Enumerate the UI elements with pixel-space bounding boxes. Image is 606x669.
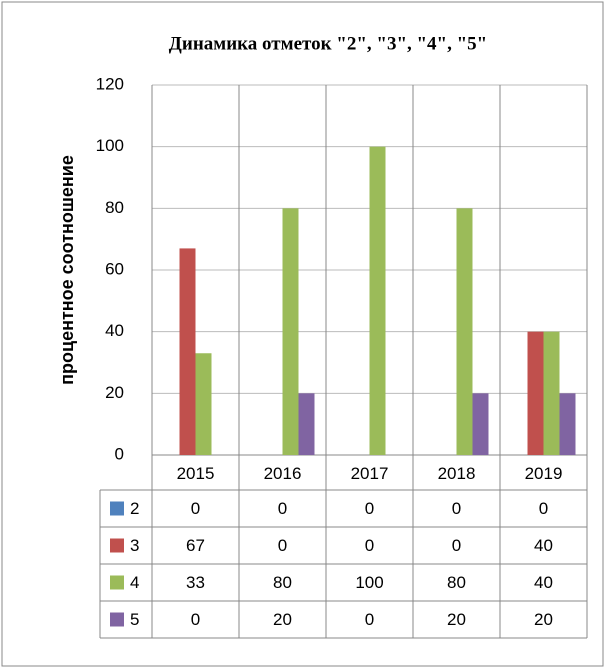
x-tick-label: 2018 — [438, 464, 476, 483]
bar — [543, 331, 560, 455]
table-cell: 0 — [278, 499, 287, 518]
x-tick-label: 2016 — [264, 464, 302, 483]
table-cell: 0 — [539, 499, 548, 518]
y-axis-title: процентное соотношение — [57, 155, 77, 385]
legend-key — [110, 501, 124, 516]
table-cell: 80 — [447, 573, 466, 592]
table-cell: 0 — [365, 610, 374, 629]
table-cell: 0 — [278, 536, 287, 555]
y-tick-label: 40 — [105, 321, 124, 340]
table-cell: 80 — [273, 573, 292, 592]
legend-label: 3 — [130, 536, 139, 555]
table-cell: 20 — [447, 610, 466, 629]
legend-key — [110, 575, 124, 590]
x-tick-label: 2017 — [351, 464, 389, 483]
y-tick-label: 0 — [115, 444, 124, 463]
table-cell: 0 — [365, 536, 374, 555]
legend-label: 4 — [130, 573, 139, 592]
bar — [559, 393, 576, 455]
bar — [472, 393, 489, 455]
legend-key — [110, 612, 124, 627]
table-cell: 0 — [191, 610, 200, 629]
y-tick-label: 80 — [105, 198, 124, 217]
table-cell: 0 — [191, 499, 200, 518]
legend-label: 5 — [130, 610, 139, 629]
table-cell: 67 — [186, 536, 205, 555]
table-cell: 20 — [534, 610, 553, 629]
table-cell: 40 — [534, 573, 553, 592]
legend-label: 2 — [130, 499, 139, 518]
legend-key — [110, 538, 124, 553]
x-tick-label: 2015 — [177, 464, 215, 483]
y-tick-label: 20 — [105, 383, 124, 402]
y-tick-label: 60 — [105, 259, 124, 278]
table-cell: 0 — [452, 536, 461, 555]
bar — [179, 248, 196, 455]
bar — [527, 331, 544, 455]
table-cell: 20 — [273, 610, 292, 629]
bar — [456, 208, 473, 455]
y-tick-label: 120 — [96, 74, 124, 93]
table-cell: 100 — [355, 573, 383, 592]
table-cell: 0 — [452, 499, 461, 518]
bar — [298, 393, 315, 455]
bar — [369, 146, 386, 455]
x-tick-label: 2019 — [525, 464, 563, 483]
bar — [282, 208, 299, 455]
table-cell: 33 — [186, 573, 205, 592]
table-cell: 0 — [365, 499, 374, 518]
bar — [195, 353, 212, 455]
chart-title: Динамика отметок "2", "3", "4", "5" — [169, 33, 487, 54]
y-tick-label: 100 — [96, 136, 124, 155]
table-cell: 40 — [534, 536, 553, 555]
